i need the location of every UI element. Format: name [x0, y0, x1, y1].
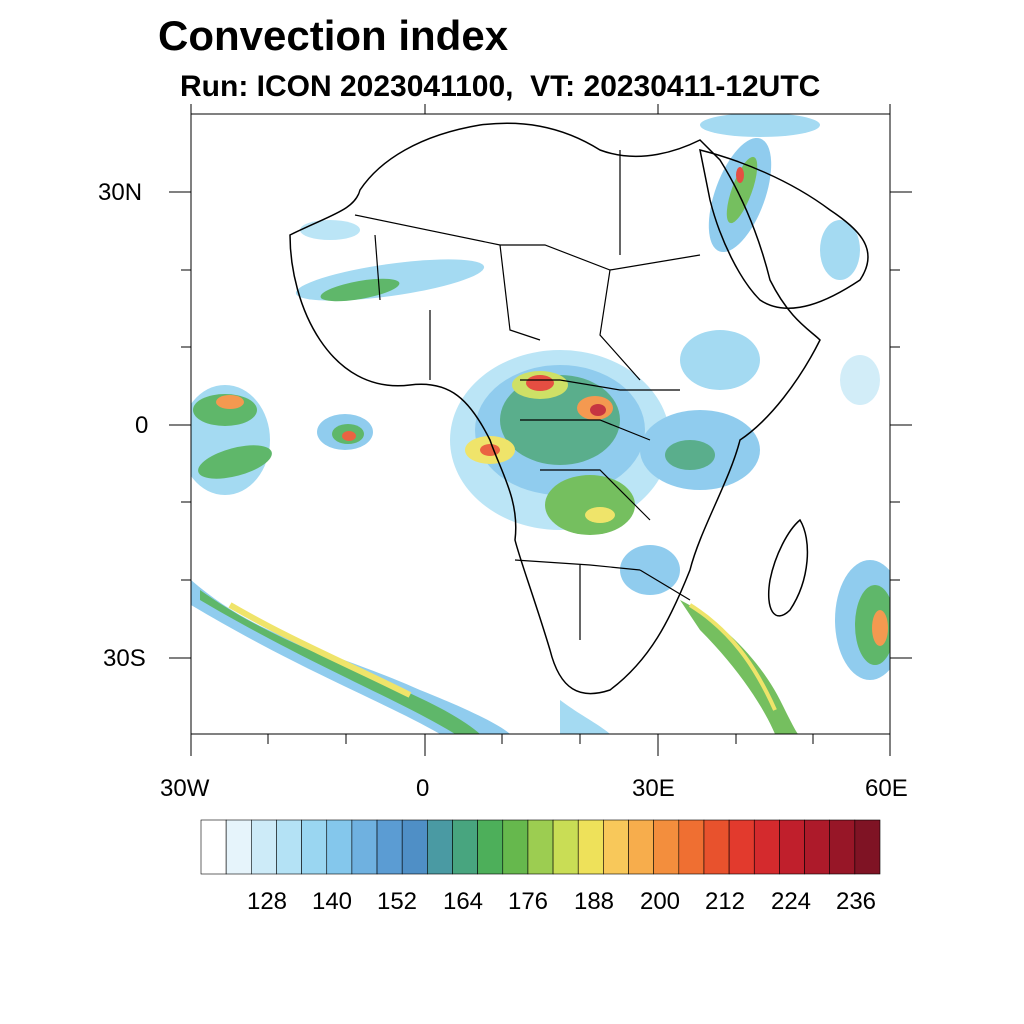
map-frame — [190, 113, 891, 735]
colorbar-label: 212 — [704, 888, 746, 915]
tick-marks — [169, 104, 912, 756]
colorbar-label: 140 — [311, 888, 353, 915]
colorbar-swatch — [376, 819, 403, 875]
colorbar-swatch — [351, 819, 378, 875]
lat-label-0: 0 — [135, 412, 149, 439]
colorbar-label: 224 — [770, 888, 812, 915]
colorbar-swatch — [502, 819, 529, 875]
colorbar-swatch — [477, 819, 504, 875]
colorbar-label: 176 — [507, 888, 549, 915]
colorbar-swatch — [427, 819, 453, 875]
lon-label-0: 0 — [416, 775, 430, 802]
colorbar-swatch — [603, 819, 629, 875]
convection-field — [191, 114, 890, 734]
colorbar-swatch — [628, 819, 654, 875]
colorbar-swatch — [527, 819, 554, 875]
colorbar-swatch — [326, 819, 353, 875]
colorbar-swatch — [276, 819, 302, 875]
colorbar-swatch — [225, 819, 252, 875]
colorbar-swatch — [804, 819, 831, 875]
colorbar-swatch — [301, 819, 328, 875]
colorbar-swatch — [854, 819, 881, 875]
colorbar-swatch — [653, 819, 680, 875]
colorbar-swatch — [753, 819, 780, 875]
colorbar — [200, 819, 881, 875]
colorbar-label: 200 — [639, 888, 681, 915]
lon-label-30e: 30E — [632, 775, 675, 802]
colorbar-label: 164 — [442, 888, 484, 915]
colorbar-swatch — [401, 819, 428, 875]
colorbar-swatch — [703, 819, 730, 875]
colorbar-swatch — [577, 819, 604, 875]
colorbar-swatch — [779, 819, 805, 875]
colorbar-swatch — [452, 819, 478, 875]
colorbar-swatch — [829, 819, 856, 875]
colorbar-swatch — [728, 819, 755, 875]
page-title: Convection index — [158, 12, 509, 59]
colorbar-label: 152 — [376, 888, 418, 915]
colorbar-label: 128 — [246, 888, 288, 915]
lon-label-60e: 60E — [865, 775, 908, 802]
colorbar-swatch — [678, 819, 705, 875]
colorbar-swatch — [200, 819, 227, 875]
lat-label-30n: 30N — [98, 179, 143, 206]
lat-label-30s: 30S — [103, 645, 146, 672]
subtitle: Run: ICON 2023041100, VT: 20230411-12UTC — [180, 70, 821, 103]
colorbar-swatch — [251, 819, 277, 875]
colorbar-label: 236 — [835, 888, 877, 915]
colorbar-swatch — [552, 819, 579, 875]
colorbar-label: 188 — [573, 888, 615, 915]
lon-label-30w: 30W — [160, 775, 210, 802]
